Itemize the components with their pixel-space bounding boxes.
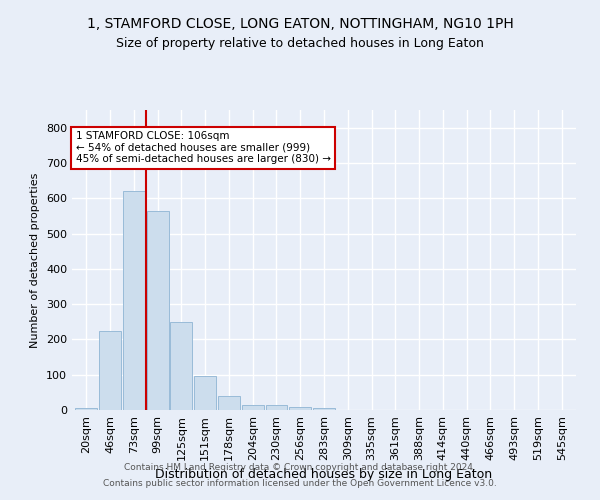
X-axis label: Distribution of detached houses by size in Long Eaton: Distribution of detached houses by size … (155, 468, 493, 481)
Bar (76, 408, 97, 410)
Bar (99, 330, 121, 410)
Bar (194, 376, 216, 410)
Text: Contains HM Land Registry data © Crown copyright and database right 2024.: Contains HM Land Registry data © Crown c… (124, 464, 476, 472)
Text: Contains public sector information licensed under the Open Government Licence v3: Contains public sector information licen… (103, 478, 497, 488)
Bar (313, 408, 335, 410)
Bar (242, 404, 263, 410)
Bar (146, 210, 169, 410)
Bar (170, 322, 192, 410)
Bar (218, 396, 240, 410)
Text: 1 STAMFORD CLOSE: 106sqm
← 54% of detached houses are smaller (999)
45% of semi-: 1 STAMFORD CLOSE: 106sqm ← 54% of detach… (76, 131, 331, 164)
Text: Size of property relative to detached houses in Long Eaton: Size of property relative to detached ho… (116, 38, 484, 51)
Y-axis label: Number of detached properties: Number of detached properties (31, 172, 40, 348)
Bar (266, 404, 287, 410)
Text: 1, STAMFORD CLOSE, LONG EATON, NOTTINGHAM, NG10 1PH: 1, STAMFORD CLOSE, LONG EATON, NOTTINGHA… (86, 18, 514, 32)
Bar (123, 191, 145, 410)
Bar (289, 407, 311, 410)
